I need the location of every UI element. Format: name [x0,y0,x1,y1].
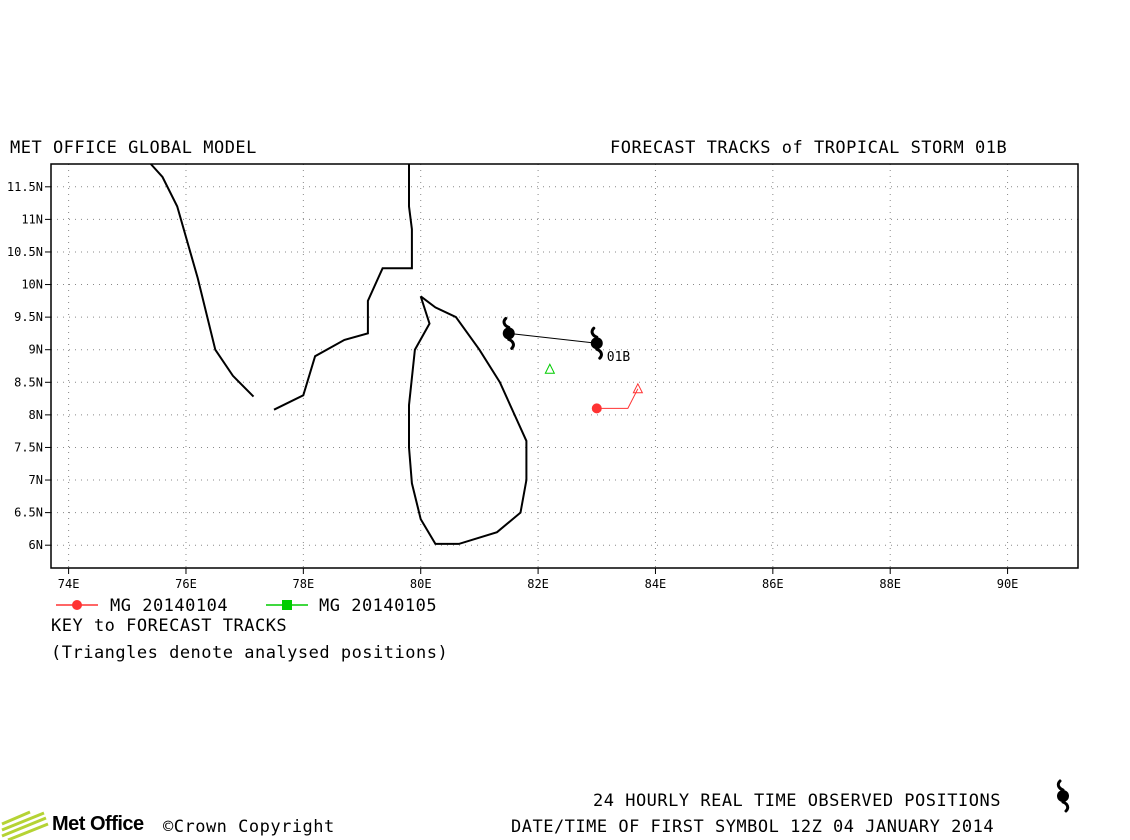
y-tick-label-8N: 8N [29,408,43,422]
legend-label-mg-20140104: MG 20140104 [110,596,229,616]
met-office-logo-icon [1,810,49,840]
storm-label-01b: 01B [607,350,631,365]
coastline-2 [273,164,413,411]
x-tick-label-76E: 76E [175,577,197,591]
y-tick-label-9N: 9N [29,343,43,357]
footer-storm-symbol-icon-arm-bottom [1061,800,1070,813]
x-tick-label-78E: 78E [293,577,315,591]
legend-marker-1 [72,600,82,610]
forecast-track-line-1 [596,388,639,409]
forecast-point-1-1 [591,403,602,414]
x-tick-label-84E: 84E [645,577,667,591]
observed-storm-symbol-1-arm-bottom [595,347,603,360]
coastline-3 [408,295,528,545]
y-tick-label-11.5N: 11.5N [7,180,43,194]
y-tick-label-7.5N: 7.5N [14,440,43,454]
first-symbol-datetime: DATE/TIME OF FIRST SYMBOL 12Z 04 JANUARY… [511,817,995,837]
y-tick-label-10.5N: 10.5N [7,245,43,259]
analysed-position-triangle-1 [632,382,644,394]
copyright-text: ©Crown Copyright [163,817,335,837]
legend-label-mg-20140105: MG 20140105 [319,596,438,616]
observed-storm-symbol-1-core [590,337,603,350]
storm-title: FORECAST TRACKS of TROPICAL STORM 01B [610,138,1008,158]
key-note: (Triangles denote analysed positions) [51,643,449,663]
observed-storm-symbol-1-arm-top [590,326,599,339]
model-title: MET OFFICE GLOBAL MODEL [10,138,257,158]
observed-storm-symbol-2-core [502,327,515,340]
y-tick-label-10N: 10N [21,278,43,292]
map-frame [50,163,1079,569]
y-tick-label-6.5N: 6.5N [14,506,43,520]
footer-storm-symbol-icon-arm-top [1056,779,1065,792]
x-tick-label-82E: 82E [527,577,549,591]
observed-storm-symbol-1 [590,326,603,360]
footer-storm-symbol-icon [1056,779,1070,813]
x-tick-label-88E: 88E [879,577,901,591]
observed-storm-symbol-2-arm-bottom [507,337,515,350]
legend-marker-2 [282,600,292,610]
x-tick-label-90E: 90E [997,577,1019,591]
x-tick-label-80E: 80E [410,577,432,591]
footer-storm-symbol-icon-core [1057,790,1069,802]
key-title: KEY to FORECAST TRACKS [51,616,288,636]
y-tick-label-9.5N: 9.5N [14,310,43,324]
observed-positions-note: 24 HOURLY REAL TIME OBSERVED POSITIONS [593,791,1001,811]
x-tick-label-86E: 86E [762,577,784,591]
observed-storm-symbol-2 [502,316,515,350]
y-tick-label-8.5N: 8.5N [14,375,43,389]
observed-track-line [508,332,597,344]
analysed-position-triangle-2 [544,363,556,374]
x-tick-label-74E: 74E [58,577,80,591]
coastline-1 [150,163,255,398]
met-office-logo-text: Met Office [52,813,144,835]
y-tick-label-6N: 6N [29,538,43,552]
y-tick-label-7N: 7N [29,473,43,487]
y-tick-label-11N: 11N [21,212,43,226]
observed-storm-symbol-2-arm-top [502,316,511,329]
